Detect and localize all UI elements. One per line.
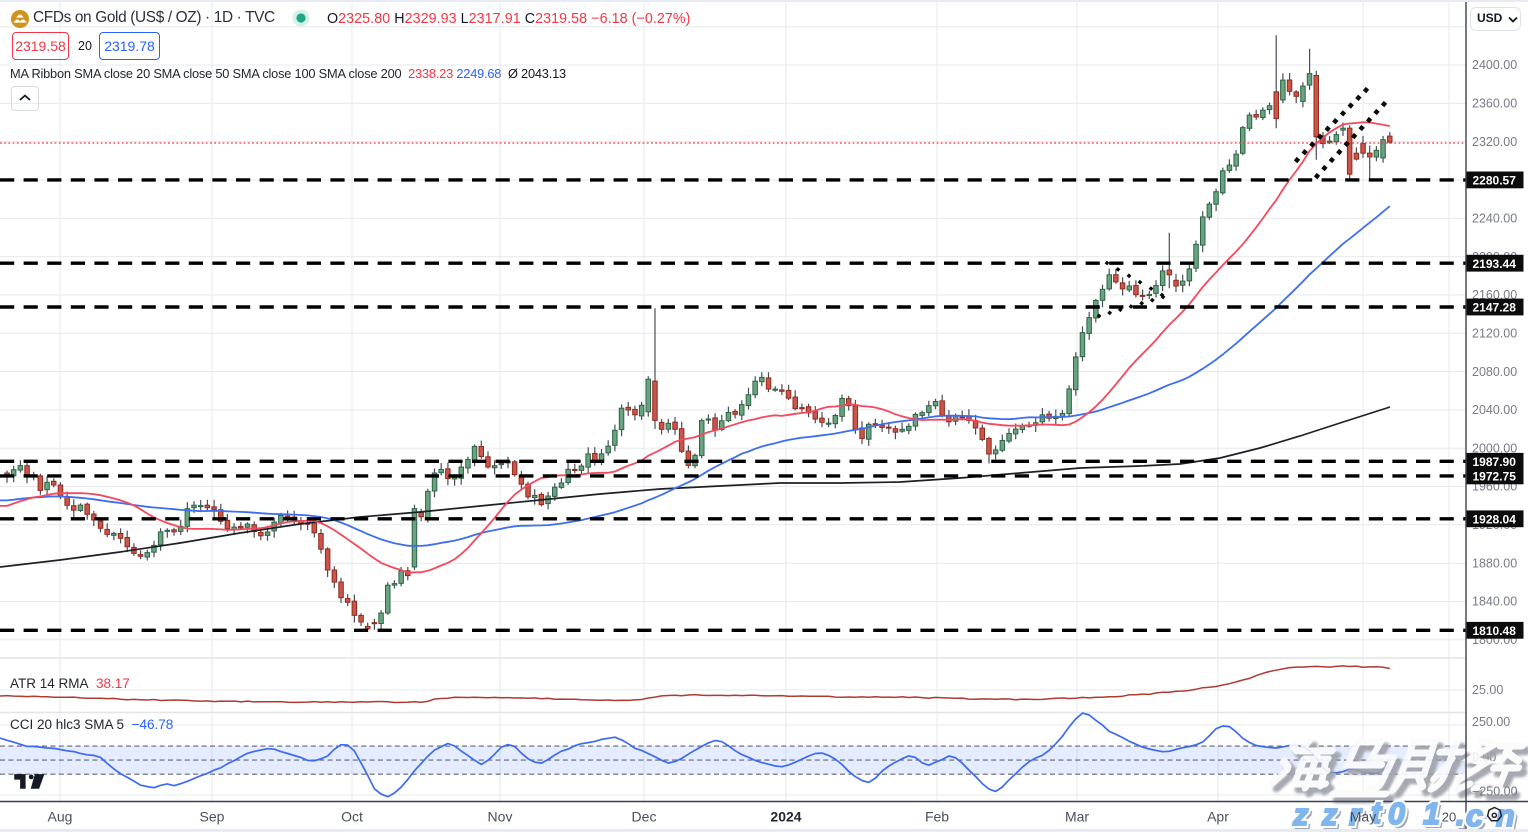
svg-text:t: t (1374, 799, 1386, 832)
svg-text:z: z (1321, 798, 1338, 832)
svg-text:.: . (1459, 801, 1467, 832)
svg-text:2080.00: 2080.00 (1472, 365, 1517, 379)
svg-text:2320.00: 2320.00 (1472, 135, 1517, 149)
svg-text:n: n (1496, 799, 1515, 832)
svg-text:1880.00: 1880.00 (1472, 556, 1517, 570)
svg-text:Oct: Oct (341, 809, 363, 825)
svg-text:2147.28: 2147.28 (1473, 301, 1517, 315)
svg-text:t: t (1371, 796, 1383, 830)
svg-text:1: 1 (1423, 797, 1440, 831)
svg-text:z: z (1324, 801, 1341, 832)
svg-text:20: 20 (1442, 810, 1456, 825)
svg-text:Apr: Apr (1207, 809, 1229, 825)
svg-text:2240.00: 2240.00 (1472, 212, 1517, 226)
svg-text:Mar: Mar (1065, 809, 1089, 825)
svg-text:2280.57: 2280.57 (1473, 174, 1517, 188)
svg-text:1972.75: 1972.75 (1473, 470, 1517, 484)
svg-text:2360.00: 2360.00 (1472, 97, 1517, 111)
svg-text:250.00: 250.00 (1472, 715, 1510, 729)
svg-text:Feb: Feb (925, 809, 949, 825)
svg-text:1: 1 (1423, 797, 1440, 831)
svg-text:r: r (1349, 798, 1363, 832)
svg-text:25.00: 25.00 (1472, 683, 1503, 697)
svg-text:0: 0 (1391, 800, 1408, 832)
svg-text:2040.00: 2040.00 (1472, 403, 1517, 417)
svg-text:−250.00: −250.00 (1472, 784, 1518, 798)
svg-text:z: z (1292, 798, 1309, 832)
svg-text:n: n (1496, 799, 1515, 832)
svg-text:.: . (1456, 798, 1464, 832)
svg-text:2120.00: 2120.00 (1472, 326, 1517, 340)
svg-text:0: 0 (1388, 797, 1405, 831)
svg-text:z: z (1321, 798, 1338, 832)
svg-text:z: z (1295, 801, 1312, 832)
svg-text:1987.90: 1987.90 (1473, 455, 1517, 469)
svg-text:1: 1 (1426, 800, 1443, 832)
svg-text:0: 0 (1388, 797, 1405, 831)
svg-text:Aug: Aug (48, 809, 73, 825)
svg-text:Dec: Dec (632, 809, 657, 825)
svg-text:2024: 2024 (770, 809, 801, 825)
svg-text:1928.04: 1928.04 (1473, 512, 1517, 526)
svg-text:Nov: Nov (488, 809, 513, 825)
svg-text:May: May (1350, 809, 1376, 825)
svg-text:r: r (1352, 801, 1366, 832)
svg-text:z: z (1292, 798, 1309, 832)
svg-text:c: c (1466, 799, 1483, 832)
svg-text:2400.00: 2400.00 (1472, 58, 1517, 72)
svg-text:.: . (1456, 798, 1464, 832)
svg-text:1840.00: 1840.00 (1472, 595, 1517, 609)
svg-text:1810.48: 1810.48 (1473, 624, 1517, 638)
svg-text:c: c (1469, 802, 1486, 832)
svg-text:2193.44: 2193.44 (1473, 257, 1517, 271)
svg-text:n: n (1499, 802, 1518, 832)
svg-text:Sep: Sep (200, 809, 225, 825)
svg-text:2000.00: 2000.00 (1472, 441, 1517, 455)
svg-text:c: c (1466, 799, 1483, 832)
